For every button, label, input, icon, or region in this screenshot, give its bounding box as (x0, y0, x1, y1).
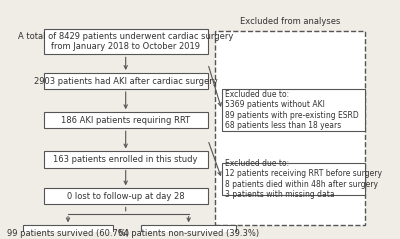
Text: 2903 patients had AKI after cardiac surgery: 2903 patients had AKI after cardiac surg… (34, 76, 218, 86)
Text: Excluded from analyses: Excluded from analyses (240, 17, 340, 26)
Text: 99 patients survived (60.7%): 99 patients survived (60.7%) (7, 229, 129, 238)
FancyBboxPatch shape (44, 112, 208, 128)
FancyBboxPatch shape (222, 89, 365, 131)
Text: 0 lost to follow-up at day 28: 0 lost to follow-up at day 28 (67, 192, 184, 201)
Text: Excluded due to:
5369 patients without AKI
89 patients with pre-existing ESRD
68: Excluded due to: 5369 patients without A… (225, 90, 359, 130)
Text: Excluded due to:
12 patients receiving RRT before surgery
8 patients died within: Excluded due to: 12 patients receiving R… (225, 159, 382, 199)
FancyBboxPatch shape (222, 163, 365, 195)
Text: 64 patients non-survived (39.3%): 64 patients non-survived (39.3%) (118, 229, 259, 238)
Text: 163 patients enrolled in this study: 163 patients enrolled in this study (54, 155, 198, 164)
FancyBboxPatch shape (44, 152, 208, 168)
Text: 186 AKI patients requiring RRT: 186 AKI patients requiring RRT (61, 116, 190, 125)
FancyBboxPatch shape (44, 73, 208, 89)
FancyBboxPatch shape (44, 29, 208, 54)
FancyBboxPatch shape (22, 225, 114, 239)
Text: A total of 8429 patients underwent cardiac surgery
from January 2018 to October : A total of 8429 patients underwent cardi… (18, 32, 233, 51)
FancyBboxPatch shape (44, 188, 208, 205)
FancyBboxPatch shape (142, 225, 236, 239)
FancyBboxPatch shape (215, 31, 365, 225)
